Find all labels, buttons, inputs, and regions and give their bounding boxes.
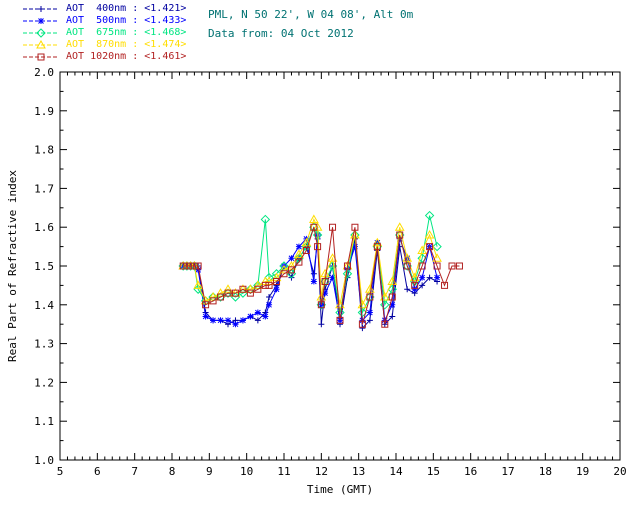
axis-labels: 5 6 7 8 9 10 11 12 13 14 15 16 17 18 19 20 1.0 1.1 1.2 1.3 1… — [34, 66, 627, 478]
legend-row-870nm: AOT 870nm : <1.474> — [22, 39, 186, 51]
svg-text:1.2: 1.2 — [34, 376, 54, 389]
station-location-line: PML, N 50 22', W 04 08', Alt 0m — [208, 8, 414, 21]
legend-sample-icon — [23, 18, 59, 24]
data-date-line: Data from: 04 Oct 2012 — [208, 27, 354, 40]
legend-row-400nm: AOT 400nm : <1.421> — [22, 3, 186, 15]
station-header: PML, N 50 22', W 04 08', Alt 0m Data fro… — [208, 5, 413, 43]
axis-ticks — [59, 71, 621, 461]
plot-frame — [59, 71, 621, 461]
svg-text:1.4: 1.4 — [34, 299, 54, 312]
legend-sample-icon — [23, 28, 59, 38]
svg-text:1.5: 1.5 — [34, 260, 54, 273]
svg-text:2.0: 2.0 — [34, 66, 54, 79]
svg-text:13: 13 — [352, 465, 365, 478]
svg-text:20: 20 — [613, 465, 626, 478]
svg-text:11: 11 — [277, 465, 290, 478]
legend-sample-icon — [23, 53, 59, 61]
svg-text:1.3: 1.3 — [34, 338, 54, 351]
svg-text:17: 17 — [501, 465, 514, 478]
svg-text:1.0: 1.0 — [34, 454, 54, 467]
svg-text:6: 6 — [94, 465, 101, 478]
svg-text:1.1: 1.1 — [34, 415, 54, 428]
svg-text:1.7: 1.7 — [34, 182, 54, 195]
legend-label-870nm: AOT 870nm : <1.474> — [66, 39, 187, 50]
legend-label-400nm: AOT 400nm : <1.421> — [66, 3, 187, 14]
legend-sample-icon — [23, 6, 59, 12]
legend-row-500nm: AOT 500nm : <1.433> — [22, 15, 186, 27]
svg-text:14: 14 — [389, 465, 403, 478]
legend-sample-icon — [23, 40, 59, 49]
legend-row-675nm: AOT 675nm : <1.468> — [22, 27, 186, 39]
svg-text:1.6: 1.6 — [34, 221, 54, 234]
legend-row-1020nm: AOT 1020nm : <1.461> — [22, 51, 186, 63]
svg-text:19: 19 — [576, 465, 589, 478]
svg-text:7: 7 — [131, 465, 138, 478]
svg-text:12: 12 — [315, 465, 328, 478]
legend-label-1020nm: AOT 1020nm : <1.461> — [66, 51, 187, 62]
svg-text:1.8: 1.8 — [34, 144, 54, 157]
svg-text:1.9: 1.9 — [34, 105, 54, 118]
svg-text:5: 5 — [57, 465, 64, 478]
chart-legend: AOT 400nm : <1.421> AOT 500nm : <1.433> … — [22, 3, 186, 63]
svg-text:9: 9 — [206, 465, 213, 478]
series-aot-1020nm — [179, 223, 463, 328]
svg-text:15: 15 — [427, 465, 440, 478]
series-aot-400nm — [180, 235, 441, 332]
y-axis-title: Real Part of Refractive index — [6, 170, 19, 362]
svg-text:8: 8 — [169, 465, 176, 478]
legend-label-675nm: AOT 675nm : <1.468> — [66, 27, 187, 38]
svg-text:16: 16 — [464, 465, 477, 478]
x-axis-title: Time (GMT) — [307, 483, 373, 496]
svg-text:10: 10 — [240, 465, 253, 478]
legend-label-500nm: AOT 500nm : <1.433> — [66, 15, 187, 26]
svg-text:18: 18 — [539, 465, 552, 478]
